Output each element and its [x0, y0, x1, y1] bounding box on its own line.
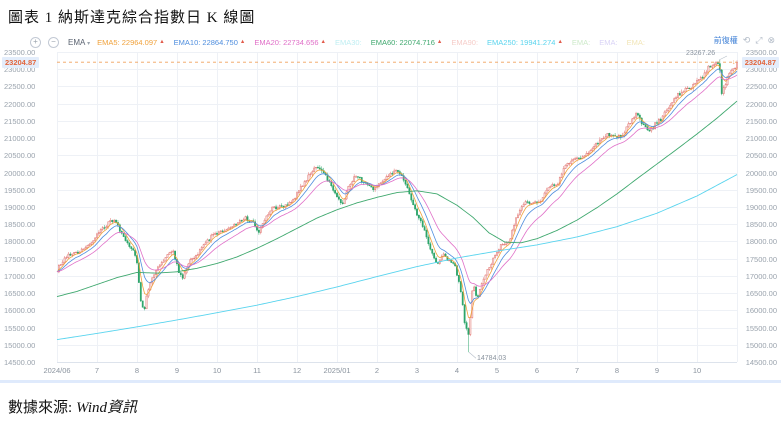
x-axis-label: 10 [692, 366, 702, 375]
y-axis-label: 15000.00 [745, 340, 777, 350]
high-price-annotation: 23267.26 [686, 50, 716, 58]
x-axis-label: 12 [292, 366, 302, 375]
x-axis-label: 7 [574, 366, 580, 375]
low-price-annotation: 14784.03 [477, 355, 507, 363]
x-axis-label: 8 [614, 366, 620, 375]
close-icon[interactable]: ⊗ [767, 35, 775, 45]
y-axis-label: 19500.00 [4, 185, 36, 195]
y-axis-label: 19000.00 [4, 203, 36, 212]
y-axis-label: 19000.00 [745, 203, 777, 212]
ema-legend-item[interactable]: EMA: [599, 37, 618, 47]
y-axis-label: 20000.00 [745, 168, 777, 178]
y-axis-label: 22000.00 [4, 99, 36, 109]
source-value: Wind資訊 [76, 400, 138, 416]
chart-top-right-controls: 前復權 ⟲ ⤢ ⊗ [714, 35, 775, 46]
data-source-caption: 數據來源: Wind資訊 [8, 396, 137, 417]
y-axis-label: 19500.00 [745, 185, 777, 195]
y-axis-label: 23500.00 [4, 48, 36, 57]
kline-plot-area[interactable] [0, 30, 781, 384]
y-axis-label: 16500.00 [745, 289, 777, 299]
price-adjust-mode-button[interactable]: 前復權 [713, 36, 738, 45]
y-axis-label: 15500.00 [745, 323, 777, 333]
y-axis-label: 22500.00 [4, 82, 36, 92]
x-axis-label: 6 [534, 366, 540, 375]
ema-legend-item[interactable]: EMA5: 22964.097 ▲ [97, 37, 165, 47]
y-axis-label: 14500.00 [745, 358, 777, 367]
x-axis-label: 5 [494, 366, 500, 375]
ema-legend-row: + − EMA ▾ EMA5: 22964.097 ▲ EMA10: 22864.7… [30, 36, 645, 48]
ema-legend-item[interactable]: EMA30: [335, 37, 362, 47]
y-axis-label: 18500.00 [745, 220, 777, 230]
zoom-in-icon[interactable]: + [30, 36, 41, 48]
ema-legend-item[interactable]: EMA: [571, 37, 591, 47]
y-axis-label: 18000.00 [745, 237, 777, 247]
x-axis-label: 8 [134, 366, 140, 375]
y-axis-label: 22500.00 [745, 82, 777, 92]
y-axis-label: 16000.00 [745, 306, 777, 316]
x-axis-label: 2025/01 [323, 366, 351, 375]
ema-legend-item[interactable]: EMA20: 22734.656 ▲ [254, 37, 326, 47]
up-arrow-icon: ▲ [239, 39, 246, 45]
x-axis-label: 10 [212, 366, 222, 375]
y-axis-label: 17500.00 [4, 254, 36, 264]
x-axis-label: 3 [414, 366, 420, 375]
y-axis-label: 15000.00 [4, 340, 36, 350]
y-axis-label: 20500.00 [745, 151, 777, 161]
up-arrow-icon: ▲ [320, 39, 326, 45]
y-axis-label: 14500.00 [4, 358, 36, 367]
x-axis-label: 2 [374, 366, 380, 375]
y-axis-label: 16000.00 [4, 306, 36, 316]
ema-legend-item[interactable]: EMA: [626, 37, 645, 47]
y-axis-label: 17000.00 [745, 271, 777, 281]
zoom-out-icon[interactable]: − [48, 36, 59, 48]
kline-chart: + − EMA ▾ EMA5: 22964.097 ▲ EMA10: 22864.7… [0, 30, 781, 384]
y-axis-label: 23000.00 [4, 65, 36, 75]
y-axis-label: 20500.00 [4, 151, 36, 161]
y-axis-label: 21000.00 [4, 134, 36, 144]
ma-type-selector[interactable]: EMA ▾ [68, 37, 91, 47]
chart-bottom-scrollbar[interactable] [0, 380, 781, 383]
y-axis-label: 20000.00 [4, 168, 36, 178]
up-arrow-icon: ▲ [557, 39, 563, 45]
chevron-down-icon: ▾ [87, 40, 91, 47]
source-label: 數據來源: [8, 400, 73, 416]
x-axis-label: 7 [94, 366, 100, 375]
ema-legend-item[interactable]: EMA10: 22864.750 ▲ [173, 37, 246, 47]
ema-legend-items: EMA5: 22964.097 ▲ EMA10: 22864.750 ▲ EMA20: … [97, 38, 645, 47]
y-axis-label: 17000.00 [4, 271, 36, 281]
last-price-tag-left: 23204.87 [2, 57, 40, 69]
x-axis-label: 4 [454, 366, 460, 375]
y-axis-label: 17500.00 [745, 254, 777, 264]
y-axis-label: 15500.00 [4, 323, 36, 333]
x-axis-label: 9 [654, 366, 660, 375]
y-axis-label: 23000.00 [745, 65, 777, 75]
x-axis-label: 9 [174, 366, 180, 375]
y-axis-label: 21500.00 [4, 116, 36, 126]
y-axis-label: 23500.00 [745, 48, 777, 57]
y-axis-label: 22000.00 [745, 99, 777, 109]
figure-title: 圖表 1 納斯達克綜合指數日 K 線圖 [8, 10, 256, 26]
expand-icon[interactable]: ⤢ [755, 35, 763, 45]
x-axis-label: 2024/06 [43, 366, 71, 375]
y-axis-label: 21500.00 [745, 116, 777, 126]
y-axis-label: 16500.00 [4, 289, 36, 299]
ema-legend-item[interactable]: EMA250: 19941.274 ▲ [487, 37, 563, 47]
y-axis-label: 18500.00 [4, 220, 36, 230]
x-axis-label: 11 [253, 366, 261, 375]
up-arrow-icon: ▲ [159, 39, 165, 45]
ema-legend-item[interactable]: EMA90: [451, 37, 479, 47]
up-arrow-icon: ▲ [436, 39, 443, 45]
refresh-icon[interactable]: ⟲ [742, 35, 751, 45]
y-axis-label: 18000.00 [4, 237, 36, 247]
last-price-tag-right: 23204.87 [741, 57, 779, 69]
ema-legend-item[interactable]: EMA60: 22074.716 ▲ [370, 37, 443, 47]
y-axis-label: 21000.00 [745, 134, 777, 144]
